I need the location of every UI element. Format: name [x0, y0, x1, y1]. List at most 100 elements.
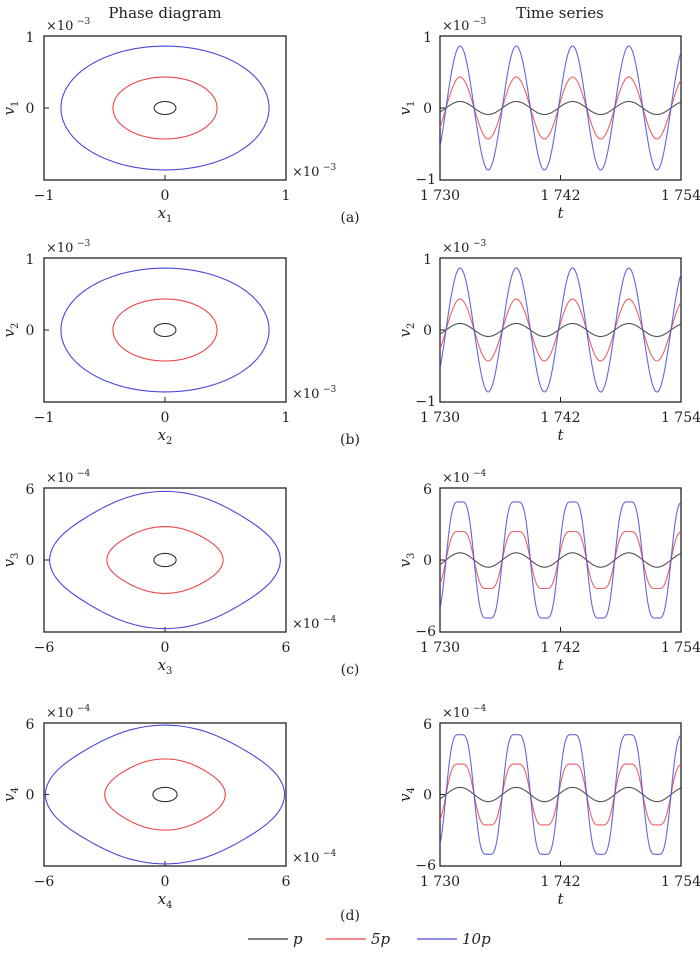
y-tick-label: 0: [26, 101, 35, 117]
phase-plot: [43, 722, 287, 867]
x-tick-label: 1 754: [661, 640, 700, 656]
time-series-plot: [439, 257, 682, 403]
y-exponent-power: −3: [473, 17, 487, 27]
x-tick-label: 1 754: [661, 188, 700, 204]
x-exponent: ×10: [292, 617, 319, 632]
header-phase-diagram: Phase diagram: [108, 4, 221, 22]
x-tick-label: 6: [282, 874, 291, 890]
time-curve-5p: [439, 530, 682, 590]
x-exponent-power: −4: [323, 849, 337, 859]
y-tick-label: 1: [26, 30, 35, 46]
phase-plot: [43, 487, 287, 633]
y-exponent-power: −4: [77, 704, 91, 714]
time-curve-5p: [439, 298, 682, 362]
y-tick-label: 0: [423, 323, 432, 339]
y-tick-label: 0: [423, 788, 432, 804]
y-tick-label: 1: [26, 252, 35, 268]
time-curve-5p: [439, 76, 682, 140]
header-time-series: Time series: [516, 4, 604, 22]
x-tick-label: 0: [161, 188, 170, 204]
x-tick-label: 1 754: [661, 410, 700, 426]
panel-a: [43, 35, 682, 181]
x-exponent: ×10: [292, 387, 319, 402]
phase-curve-10p: [60, 45, 270, 171]
time-curve-10p: [439, 45, 682, 171]
y-axis-label: v2: [396, 323, 417, 338]
y-exponent-power: −3: [77, 239, 91, 249]
phase-curve-10p: [44, 724, 286, 865]
y-tick-label: −6: [415, 858, 436, 874]
time-series-plot: [439, 722, 682, 867]
y-axis-label: v1: [396, 101, 417, 116]
plot-frame: [43, 487, 287, 633]
time-series-plot: [439, 35, 682, 181]
phase-curve-10p: [49, 490, 281, 630]
y-tick-label: 6: [26, 717, 35, 733]
y-tick-label: 0: [26, 553, 35, 569]
legend-label: p: [293, 930, 303, 948]
x-tick-label: 0: [161, 410, 170, 426]
y-tick-label: 1: [423, 252, 432, 268]
phase-curve-p: [152, 786, 178, 803]
y-axis-label: v4: [396, 787, 417, 802]
time-series-plot: [439, 487, 682, 633]
x-axis-label: t: [557, 656, 564, 674]
time-curve-5p: [439, 763, 682, 826]
plot-frame: [439, 722, 682, 867]
y-tick-label: 0: [26, 323, 35, 339]
legend-label: 10p: [462, 930, 491, 948]
x-tick-label: 6: [282, 640, 291, 656]
x-tick-label: −6: [34, 640, 55, 656]
phase-curve-10p: [60, 267, 270, 393]
x-axis-label: x2: [158, 426, 173, 447]
y-exponent: ×10: [442, 471, 469, 486]
y-tick-label: 0: [423, 553, 432, 569]
y-exponent-power: −3: [77, 17, 91, 27]
y-tick-label: −1: [415, 172, 436, 188]
y-exponent-power: −3: [473, 239, 487, 249]
y-tick-label: 6: [26, 482, 35, 498]
x-tick-label: 1 730: [420, 874, 460, 890]
y-tick-label: 6: [423, 717, 432, 733]
y-tick-label: 0: [423, 101, 432, 117]
x-tick-label: 1 742: [540, 188, 580, 204]
plot-frame: [43, 722, 287, 867]
y-axis-label: v1: [0, 101, 21, 116]
subfigure-tag: (a): [340, 210, 359, 226]
y-tick-label: −6: [415, 624, 436, 640]
y-exponent-power: −4: [77, 469, 91, 479]
x-axis-label: t: [557, 204, 564, 222]
x-exponent-power: −4: [323, 615, 337, 625]
y-tick-label: 6: [423, 482, 432, 498]
x-tick-label: 1 742: [540, 874, 580, 890]
x-tick-label: 1 742: [540, 640, 580, 656]
time-curve-10p: [439, 501, 682, 619]
phase-curve-5p: [104, 758, 226, 831]
y-exponent-power: −4: [473, 469, 487, 479]
y-exponent-power: −4: [473, 704, 487, 714]
y-exponent: ×10: [46, 241, 73, 256]
x-exponent-power: −3: [323, 163, 337, 173]
y-exponent: ×10: [46, 19, 73, 34]
x-tick-label: 0: [161, 874, 170, 890]
phase-curve-5p: [112, 76, 218, 140]
x-exponent-power: −3: [323, 385, 337, 395]
x-exponent: ×10: [292, 851, 319, 866]
x-tick-label: 1: [282, 188, 291, 204]
x-tick-label: −1: [34, 188, 55, 204]
y-axis-label: v4: [0, 787, 21, 802]
x-exponent: ×10: [292, 165, 319, 180]
x-tick-label: 1: [282, 410, 291, 426]
subfigure-tag: (b): [340, 432, 360, 448]
x-axis-label: x4: [158, 890, 173, 911]
x-tick-label: 1 754: [661, 874, 700, 890]
phase-plot: [43, 35, 287, 181]
x-tick-label: 1 730: [420, 188, 460, 204]
y-exponent: ×10: [46, 471, 73, 486]
y-tick-label: 0: [26, 788, 35, 804]
x-axis-label: t: [557, 890, 564, 908]
y-tick-label: −1: [415, 394, 436, 410]
x-tick-label: 1 730: [420, 640, 460, 656]
y-exponent: ×10: [46, 706, 73, 721]
